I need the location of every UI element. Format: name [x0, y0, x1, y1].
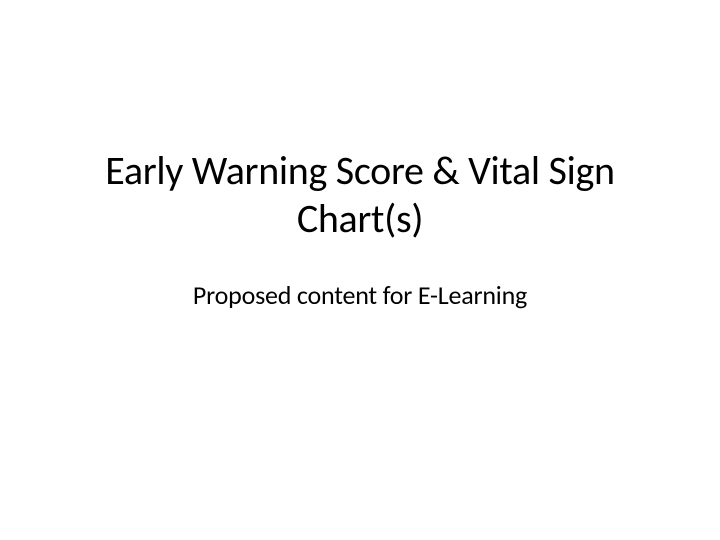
slide-container: Early Warning Score & Vital Sign Chart(s… — [0, 0, 720, 540]
slide-title: Early Warning Score & Vital Sign Chart(s… — [40, 147, 680, 243]
slide-subtitle: Proposed content for E-Learning — [193, 279, 527, 311]
